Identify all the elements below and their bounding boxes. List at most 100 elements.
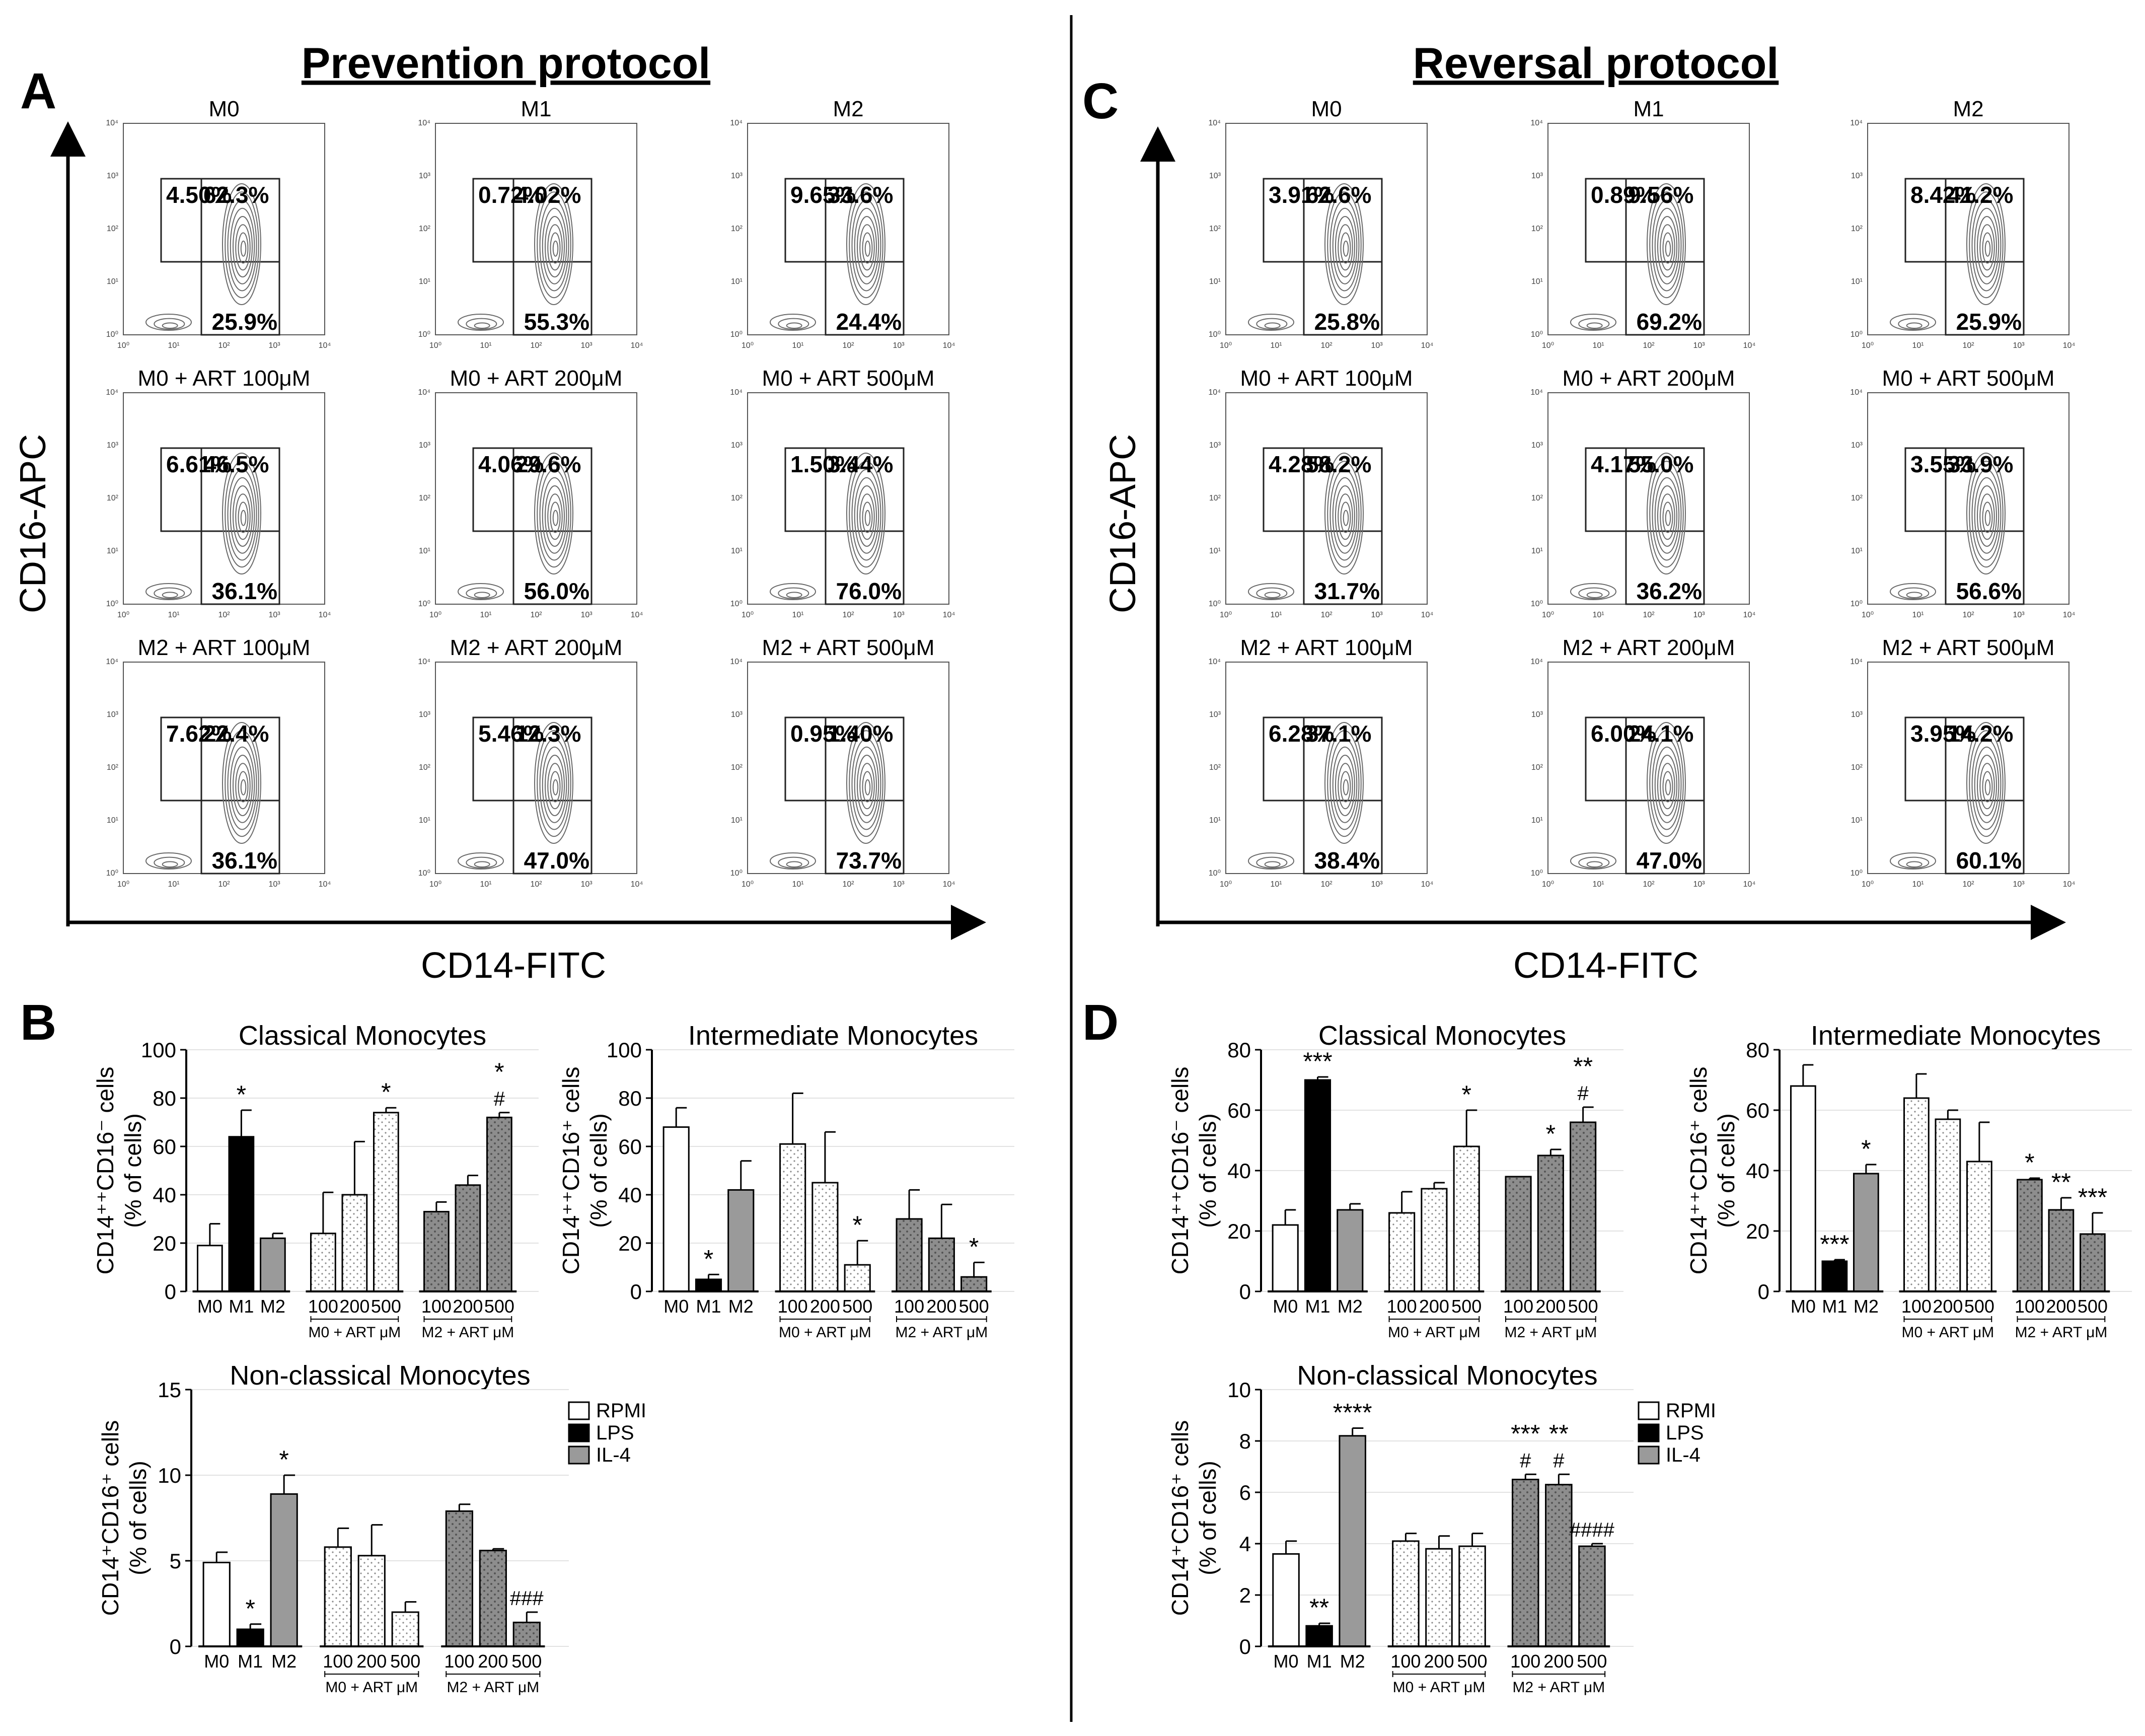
flow-contour <box>1966 453 2006 574</box>
flow-contour <box>240 779 247 795</box>
flow-y-tick: 10⁴ <box>418 119 430 127</box>
flow-contour <box>230 207 255 284</box>
bar <box>2017 1179 2043 1292</box>
significance-marker: * <box>494 1058 504 1086</box>
flow-y-tick: 10⁰ <box>1209 869 1221 878</box>
flow-plot-title: M2 + ART 500μM <box>762 635 935 660</box>
flow-contour <box>786 592 802 598</box>
flow-contour <box>1570 583 1616 600</box>
flow-y-tick: 10⁰ <box>730 330 743 339</box>
flow-contour <box>1570 852 1616 870</box>
gate-lr-percent: 56.0% <box>524 578 589 604</box>
significance-marker: *** <box>1511 1419 1540 1448</box>
gate-ul-percent: 1.50% <box>790 451 856 477</box>
gate-lr-percent: 36.1% <box>212 578 277 604</box>
flow-plot-title: M0 + ART 200μM <box>1563 366 1735 391</box>
flow-y-tick: 10¹ <box>107 816 118 825</box>
flow-contour <box>222 722 261 844</box>
flow-contour <box>1332 477 1358 554</box>
bar <box>1337 1209 1364 1292</box>
flow-plot-title: M0 + ART 100μM <box>1240 366 1413 391</box>
flow-contour <box>1660 763 1675 810</box>
flow-contour <box>547 224 563 271</box>
category-label: 100 <box>308 1296 338 1317</box>
flow-plot: M2 + ART 100μM 10⁰ 10⁰ 10¹ 10¹ 10² 10² 10³ 10³ 10… <box>1208 635 1433 889</box>
flow-contour <box>1332 207 1358 284</box>
flow-y-tick: 10³ <box>731 441 743 450</box>
flow-plot-title: M0 + ART 100μM <box>138 366 311 391</box>
flow-contour <box>857 216 877 277</box>
flow-plot: M2 + ART 200μM 10⁰ 10⁰ 10¹ 10¹ 10² 10² 10³ 10³ 10… <box>1530 635 1755 889</box>
flow-x-tick: 10² <box>1643 341 1655 350</box>
flow-contour <box>550 501 561 533</box>
flow-y-tick: 10⁴ <box>1208 119 1221 127</box>
flow-contour <box>778 318 809 330</box>
flow-x-tick: 10⁰ <box>117 880 129 889</box>
flow-contour <box>542 746 567 823</box>
flow-y-tick: 10³ <box>1531 172 1543 180</box>
flow-y-tick: 10¹ <box>1531 816 1543 825</box>
flow-y-tick: 10² <box>731 225 743 233</box>
category-label: 500 <box>842 1296 872 1317</box>
flow-x-tick: 10⁰ <box>1220 880 1232 889</box>
category-label: 100 <box>894 1296 924 1317</box>
bar <box>1453 1145 1480 1292</box>
significance-marker: * <box>1861 1135 1871 1163</box>
bar <box>1305 1625 1333 1647</box>
flow-contour <box>145 314 192 331</box>
category-label: M1 <box>696 1296 721 1317</box>
flow-contour <box>1977 755 1997 816</box>
flow-plot-title: M0 <box>1311 97 1342 121</box>
flow-x-tick: 10⁴ <box>943 611 955 619</box>
y-tick-label: 100 <box>141 1038 176 1062</box>
flow-plot-frame <box>1867 392 2069 605</box>
category-label: 100 <box>1901 1296 1932 1317</box>
bar <box>1790 1085 1816 1292</box>
flow-contour <box>770 314 816 331</box>
flow-y-tick: 10² <box>1851 494 1863 502</box>
flow-x-tick: 10² <box>1962 880 1974 889</box>
flow-x-tick: 10⁴ <box>2063 341 2076 350</box>
flow-x-tick: 10⁰ <box>429 611 441 619</box>
bar <box>727 1189 755 1292</box>
bar <box>1392 1540 1420 1647</box>
gate-ur-percent: 12.3% <box>515 720 581 747</box>
flow-contour <box>466 587 497 600</box>
flow-contour <box>154 318 185 330</box>
flow-contour <box>849 191 883 299</box>
category-label: M0 <box>663 1296 689 1317</box>
flow-plot: M0 10⁰ 10⁰ 10¹ 10¹ 10² 10² 10³ 10³ 10⁴ 10⁴ 4.50%62.… <box>106 97 331 350</box>
flow-contour <box>227 738 257 830</box>
flow-y-tick: 10¹ <box>1209 816 1221 825</box>
gate-lr <box>1625 530 1705 605</box>
flow-plot-frame <box>1867 662 2069 874</box>
significance-marker: ### <box>510 1587 544 1610</box>
bar <box>1512 1479 1539 1647</box>
legend-swatch <box>568 1401 590 1420</box>
flow-contour <box>474 592 490 598</box>
flow-y-tick: 10³ <box>419 172 431 180</box>
category-label: M2 <box>271 1651 297 1672</box>
y-tick-label: 10 <box>158 1464 181 1487</box>
legend-swatch <box>1638 1423 1660 1442</box>
flow-plot-title: M0 + ART 500μM <box>1882 366 2055 391</box>
category-label: 200 <box>478 1651 508 1672</box>
flow-contour <box>145 852 192 870</box>
category-label: M1 <box>1305 1296 1330 1317</box>
flow-y-tick: 10¹ <box>731 816 743 825</box>
flow-contour <box>162 322 178 329</box>
y-tick-label: 5 <box>170 1549 181 1573</box>
flow-contour <box>1343 779 1349 795</box>
flow-plot-title: M2 + ART 100μM <box>138 635 311 660</box>
flow-contour <box>547 493 563 540</box>
legend-swatch <box>1638 1445 1660 1465</box>
gate-lr-percent: 47.0% <box>1637 847 1702 874</box>
flow-contour <box>854 207 879 284</box>
legend-label: LPS <box>1666 1422 1704 1444</box>
bar <box>373 1112 399 1292</box>
flow-contour <box>1971 199 2002 292</box>
flow-x-tick: 10³ <box>1371 611 1383 619</box>
flow-contour <box>1906 861 1922 867</box>
flow-y-tick: 10⁰ <box>1531 600 1543 608</box>
gate-ur-percent: 3.44% <box>828 451 893 477</box>
